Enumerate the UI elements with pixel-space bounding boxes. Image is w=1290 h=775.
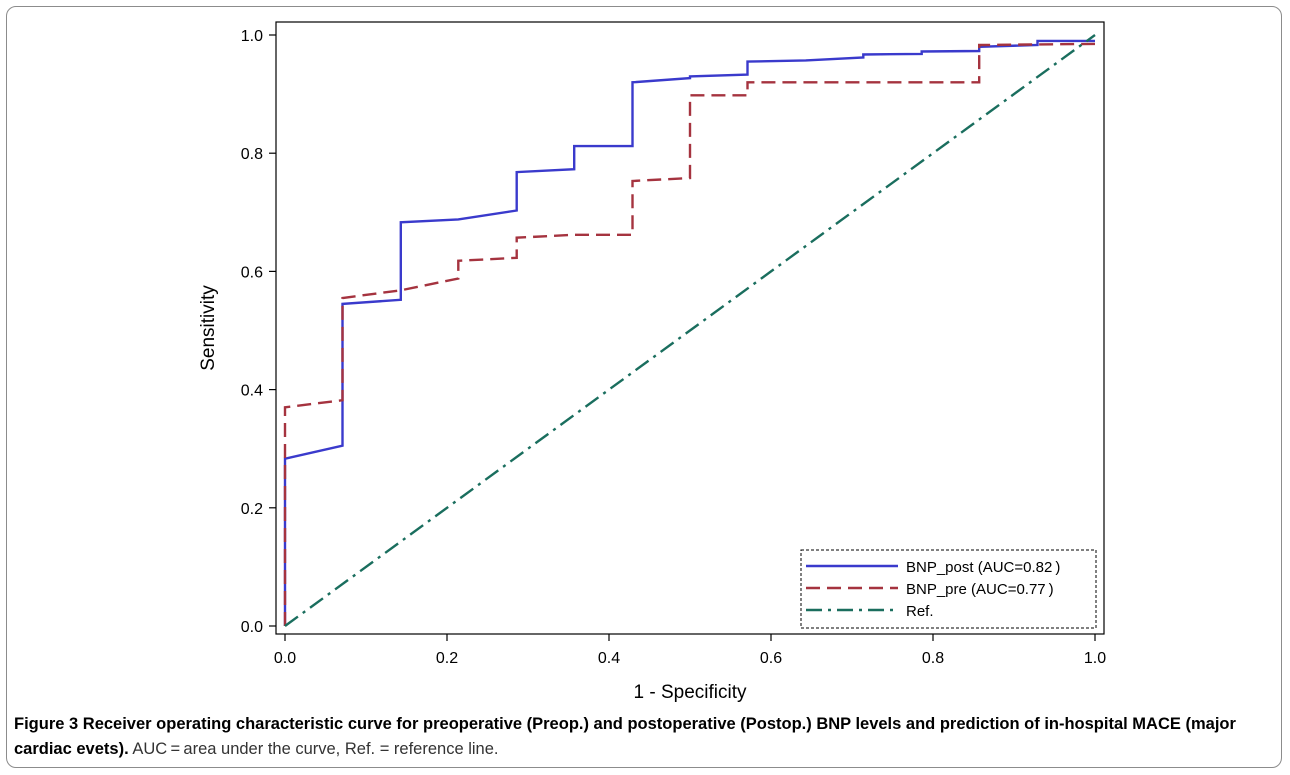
y-tick-label: 0.6 (241, 264, 263, 281)
series-line-1 (283, 42, 1096, 626)
caption-note: AUC = area under the curve, Ref. = refer… (132, 740, 499, 758)
caption-title: Receiver operating characteristic curve … (14, 715, 1236, 758)
x-tick-label: 0.0 (274, 650, 296, 667)
x-axis-label: 1 - Specificity (634, 682, 747, 703)
y-tick-label: 0.4 (241, 383, 263, 400)
series-line-2 (284, 34, 1096, 627)
roc-chart: 0.0 0.2 0.4 0.6 0.8 1.0 0.0 0.2 0.4 0.6 0.8 1.0 1 … (198, 21, 1106, 703)
legend-label-1: BNP_pre (AUC=0.77 ) (906, 581, 1054, 598)
legend-label-2: Ref. (906, 603, 934, 620)
y-tick-label: 0.2 (241, 501, 263, 518)
legend: BNP_post (AUC=0.82 ) BNP_pre (AUC=0.77 ) R… (800, 549, 1097, 629)
y-tick-label: 0.0 (241, 619, 263, 636)
x-tick-label: 0.2 (436, 650, 458, 667)
caption-label: Figure 3 (14, 715, 79, 733)
y-tick-label: 1.0 (241, 28, 263, 45)
series-line-0 (283, 39, 1095, 626)
x-tick-label: 0.6 (760, 650, 782, 667)
figure-caption: Figure 3 Receiver operating characterist… (14, 712, 1264, 762)
x-axis: 0.0 0.2 0.4 0.6 0.8 1.0 (274, 634, 1106, 667)
y-tick-label: 0.8 (241, 146, 263, 163)
series-lines (283, 34, 1096, 627)
x-tick-label: 0.8 (922, 650, 944, 667)
y-axis-label: Sensitivity (198, 285, 219, 371)
legend-label-0: BNP_post (AUC=0.82 ) (906, 559, 1060, 576)
x-tick-label: 1.0 (1084, 650, 1106, 667)
y-axis: 0.0 0.2 0.4 0.6 0.8 1.0 (241, 28, 276, 636)
x-tick-label: 0.4 (598, 650, 620, 667)
